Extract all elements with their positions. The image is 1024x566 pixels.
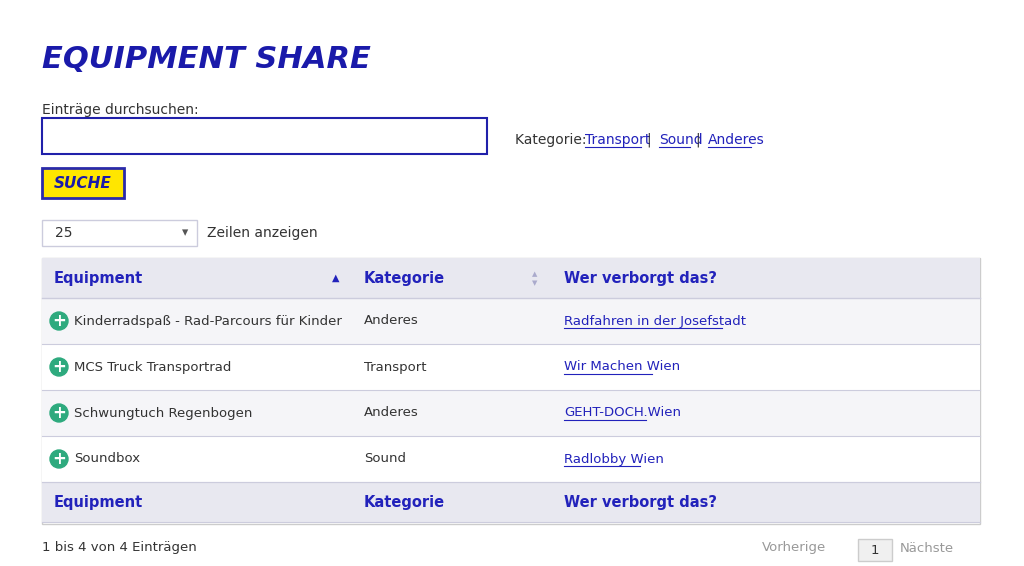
Text: Wer verborgt das?: Wer verborgt das? (564, 495, 717, 509)
Text: Equipment: Equipment (54, 495, 143, 509)
FancyBboxPatch shape (42, 118, 487, 154)
Circle shape (50, 404, 68, 422)
Text: 1: 1 (870, 543, 880, 556)
Text: Wer verborgt das?: Wer verborgt das? (564, 271, 717, 285)
Text: Kategorie:: Kategorie: (515, 133, 591, 147)
Text: Schwungtuch Regenbogen: Schwungtuch Regenbogen (74, 406, 252, 419)
Text: Zeilen anzeigen: Zeilen anzeigen (207, 226, 317, 240)
Text: Radfahren in der Josefstadt: Radfahren in der Josefstadt (564, 315, 746, 328)
Text: ▲: ▲ (332, 273, 340, 283)
Text: ▲: ▲ (532, 271, 538, 277)
Text: Anderes: Anderes (708, 133, 765, 147)
Text: +: + (52, 358, 66, 376)
Text: 1 bis 4 von 4 Einträgen: 1 bis 4 von 4 Einträgen (42, 542, 197, 555)
Circle shape (50, 358, 68, 376)
FancyBboxPatch shape (42, 482, 980, 522)
Text: Sound: Sound (364, 452, 406, 465)
FancyBboxPatch shape (42, 258, 980, 298)
Text: +: + (52, 450, 66, 468)
Text: Nächste: Nächste (900, 542, 954, 555)
FancyBboxPatch shape (42, 220, 197, 246)
Text: ▼: ▼ (532, 280, 538, 286)
Text: +: + (52, 404, 66, 422)
Text: Soundbox: Soundbox (74, 452, 140, 465)
FancyBboxPatch shape (42, 258, 980, 524)
FancyBboxPatch shape (42, 168, 124, 198)
Text: Transport: Transport (364, 361, 427, 374)
Text: Vorherige: Vorherige (762, 542, 826, 555)
Circle shape (50, 312, 68, 330)
Text: Equipment: Equipment (54, 271, 143, 285)
Text: ▾: ▾ (182, 226, 188, 239)
FancyBboxPatch shape (42, 436, 980, 482)
FancyBboxPatch shape (42, 344, 980, 390)
Text: Kategorie: Kategorie (364, 271, 445, 285)
Text: Kategorie: Kategorie (364, 495, 445, 509)
Text: GEHT-DOCH.Wien: GEHT-DOCH.Wien (564, 406, 681, 419)
Text: |: | (695, 133, 699, 147)
Text: Sound: Sound (658, 133, 702, 147)
Text: Wir Machen Wien: Wir Machen Wien (564, 361, 680, 374)
Text: Kinderradspaß - Rad-Parcours für Kinder: Kinderradspaß - Rad-Parcours für Kinder (74, 315, 342, 328)
Text: +: + (52, 312, 66, 330)
Text: Radlobby Wien: Radlobby Wien (564, 452, 664, 465)
FancyBboxPatch shape (42, 298, 980, 344)
Text: SUCHE: SUCHE (54, 175, 112, 191)
FancyBboxPatch shape (42, 390, 980, 436)
Text: Einträge durchsuchen:: Einträge durchsuchen: (42, 103, 199, 117)
Text: EQUIPMENT SHARE: EQUIPMENT SHARE (42, 45, 371, 74)
Text: 25: 25 (55, 226, 73, 240)
Circle shape (50, 450, 68, 468)
Text: Anderes: Anderes (364, 315, 419, 328)
FancyBboxPatch shape (858, 539, 892, 561)
Text: |: | (646, 133, 650, 147)
Text: Anderes: Anderes (364, 406, 419, 419)
Text: MCS Truck Transportrad: MCS Truck Transportrad (74, 361, 231, 374)
Text: Transport: Transport (585, 133, 650, 147)
